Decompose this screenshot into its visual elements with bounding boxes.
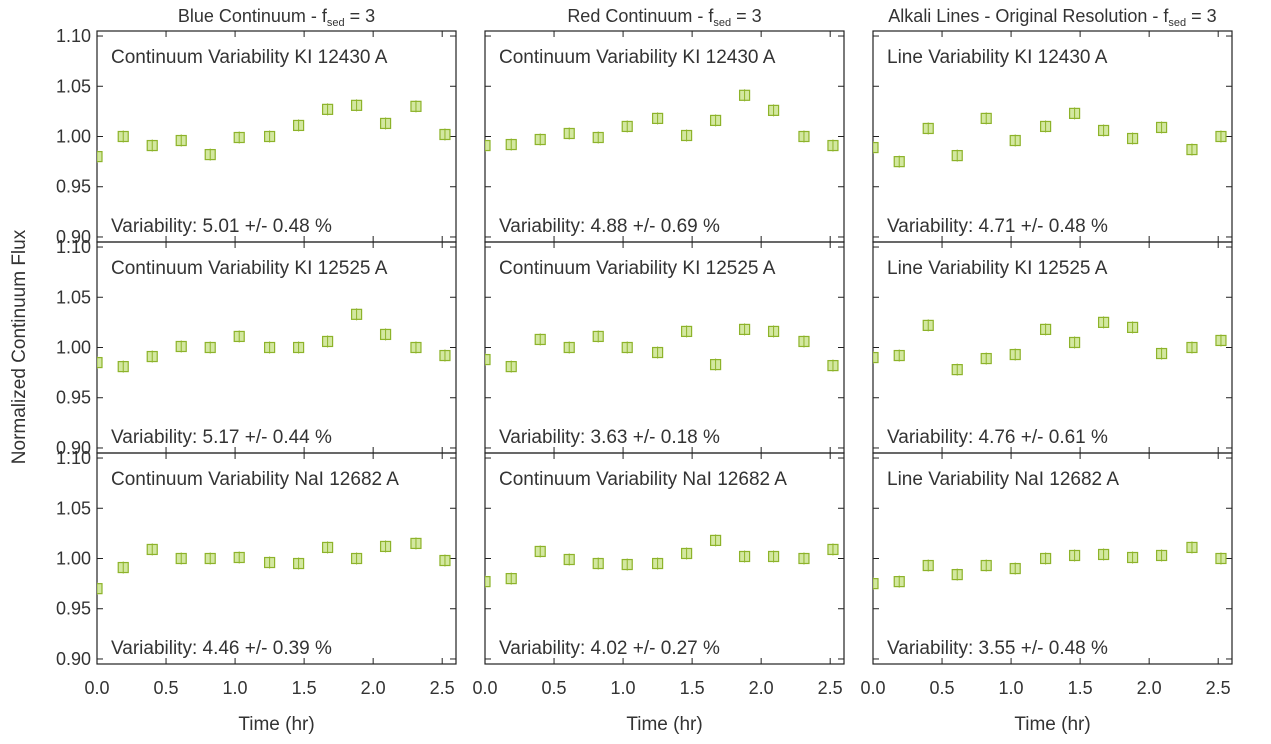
x-tick-label: 0.0: [84, 678, 109, 698]
data-point: [485, 353, 491, 366]
series: [873, 541, 1227, 590]
x-tick-label: 1.0: [611, 678, 636, 698]
x-tick-label: 2.5: [430, 678, 455, 698]
y-tick-label: 1.05: [56, 287, 91, 307]
y-tick-label: 0.90: [56, 649, 91, 669]
panel: Line Variability KI 12525 A Variability: …: [872, 241, 1233, 454]
x-tick-label: 0.0: [472, 678, 497, 698]
panel: Continuum Variability KI 12430 A Variabil…: [484, 30, 845, 243]
x-tick-label: 1.5: [680, 678, 705, 698]
panel-label: Continuum Variability KI 12525 A: [111, 258, 388, 279]
y-tick-label: 1.00: [56, 127, 91, 147]
column-title: Blue Continuum - fsed = 3: [178, 6, 375, 29]
x-tick-label: 0.5: [930, 678, 955, 698]
y-tick-label: 1.10: [56, 237, 91, 257]
x-tick-label: 0.5: [154, 678, 179, 698]
y-tick-label: 1.05: [56, 76, 91, 96]
data-point: [485, 139, 491, 152]
panel-label: Line Variability NaI 12682 A: [887, 469, 1119, 490]
panel: 0.90 0.95 1.00 1.05 1.10 Continuum Variabilit…: [56, 237, 457, 458]
column-title: Alkali Lines - Original Resolution - fse…: [888, 6, 1216, 29]
variability-label: Variability: 3.63 +/- 0.18 %: [499, 427, 720, 448]
panel: 0.0 0.5 1.0 1.5 2.0 2.5 Time (hr) Continuum Var…: [472, 452, 845, 735]
y-tick-label: 1.00: [56, 549, 91, 569]
panel-label: Continuum Variability KI 12430 A: [499, 47, 776, 68]
data-point: [97, 356, 103, 369]
x-tick-label: 1.0: [223, 678, 248, 698]
series: [873, 107, 1227, 168]
y-tick-label: 0.95: [56, 599, 91, 619]
x-tick-label: 2.5: [818, 678, 843, 698]
variability-label: Variability: 3.55 +/- 0.48 %: [887, 638, 1108, 659]
y-tick-label: 1.10: [56, 448, 91, 468]
panel-label: Continuum Variability KI 12525 A: [499, 258, 776, 279]
variability-label: Variability: 4.02 +/- 0.27 %: [499, 638, 720, 659]
panel: 0.0 0.5 1.0 1.5 2.0 2.5 Time (hr) Line Variabil…: [860, 452, 1233, 735]
panel: Continuum Variability KI 12525 A Variabil…: [484, 241, 845, 454]
data-point: [485, 576, 491, 588]
panel-label: Line Variability KI 12525 A: [887, 258, 1108, 279]
x-tick-label: 2.0: [749, 678, 774, 698]
series: [97, 308, 451, 373]
x-axis-label: Time (hr): [626, 714, 702, 735]
panel-label: Continuum Variability NaI 12682 A: [111, 469, 399, 490]
variability-label: Variability: 4.88 +/- 0.69 %: [499, 216, 720, 237]
series: [873, 316, 1227, 376]
series: [485, 89, 839, 152]
x-tick-label: 1.0: [999, 678, 1024, 698]
data-point: [97, 583, 103, 595]
x-tick-label: 1.5: [1068, 678, 1093, 698]
data-point: [873, 578, 879, 590]
panel-grid: Blue Continuum - fsed = 3 Red Continuum -…: [56, 6, 1233, 735]
x-tick-label: 2.0: [1137, 678, 1162, 698]
data-point: [97, 150, 103, 163]
series: [485, 323, 839, 373]
variability-label: Variability: 4.46 +/- 0.39 %: [111, 638, 332, 659]
y-tick-label: 1.00: [56, 338, 91, 358]
y-tick-label: 0.95: [56, 177, 91, 197]
panel: 0.90 0.95 1.00 1.05 1.10 0.0 0.5 1.0 1.5 2.0 2.5 Ti…: [56, 448, 457, 735]
panel-label: Continuum Variability NaI 12682 A: [499, 469, 787, 490]
y-axis-label: Normalized Continuum Flux: [9, 229, 30, 464]
variability-label: Variability: 5.01 +/- 0.48 %: [111, 216, 332, 237]
variability-label: Variability: 4.76 +/- 0.61 %: [887, 427, 1108, 448]
x-tick-label: 2.5: [1206, 678, 1231, 698]
y-tick-label: 0.95: [56, 388, 91, 408]
panel: 0.90 0.95 1.00 1.05 1.10 Continuum Variabilit…: [56, 26, 457, 247]
x-axis-label: Time (hr): [1014, 714, 1090, 735]
data-point: [873, 141, 879, 154]
series: [97, 537, 451, 595]
column-title: Red Continuum - fsed = 3: [567, 6, 761, 29]
series: [485, 534, 839, 588]
panel-label: Line Variability KI 12430 A: [887, 47, 1108, 68]
x-tick-label: 2.0: [361, 678, 386, 698]
data-point: [873, 351, 879, 364]
y-tick-label: 1.05: [56, 498, 91, 518]
panel: Line Variability KI 12430 A Variability: …: [872, 30, 1233, 243]
x-tick-label: 1.5: [292, 678, 317, 698]
variability-label: Variability: 4.71 +/- 0.48 %: [887, 216, 1108, 237]
x-tick-label: 0.0: [860, 678, 885, 698]
x-tick-label: 0.5: [542, 678, 567, 698]
series: [97, 99, 451, 163]
y-tick-label: 1.10: [56, 26, 91, 46]
x-axis-label: Time (hr): [238, 714, 314, 735]
y-tick-label: 0.90: [56, 438, 91, 458]
variability-label: Variability: 5.17 +/- 0.44 %: [111, 427, 332, 448]
y-tick-label: 0.90: [56, 227, 91, 247]
panel-label: Continuum Variability KI 12430 A: [111, 47, 388, 68]
